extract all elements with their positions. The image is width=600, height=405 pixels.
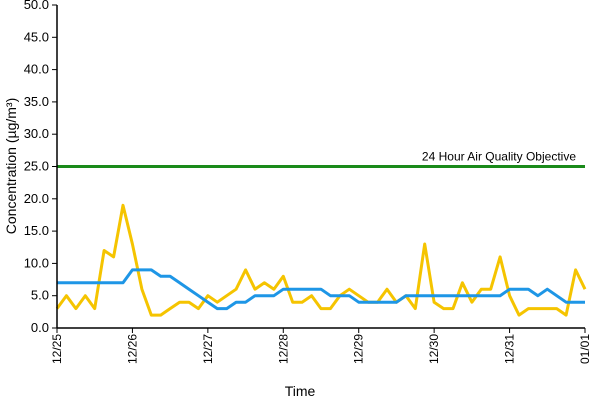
- y-axis-label: Concentration (µg/m³): [3, 98, 19, 234]
- x-tick-label: 12/28: [276, 334, 290, 364]
- y-tick-label: 35.0: [24, 94, 49, 109]
- x-axis-label: Time: [285, 383, 316, 399]
- x-tick-label: 12/27: [201, 334, 215, 364]
- y-tick-label: 40.0: [24, 62, 49, 77]
- y-tick-label: 30.0: [24, 126, 49, 141]
- series-line-2: [57, 268, 585, 311]
- x-tick-label: 12/29: [352, 334, 366, 364]
- y-tick-label: 20.0: [24, 191, 49, 206]
- y-tick-label: 25.0: [24, 159, 49, 174]
- y-tick-label: 5.0: [31, 288, 49, 303]
- y-tick-label: 15.0: [24, 223, 49, 238]
- x-tick-label: 12/31: [503, 334, 517, 364]
- x-tick-label: 12/26: [125, 334, 139, 364]
- y-tick-label: 45.0: [24, 29, 49, 44]
- x-tick-label: 12/25: [50, 334, 64, 364]
- x-tick-label: 12/30: [427, 334, 441, 364]
- y-tick-label: 50.0: [24, 0, 49, 12]
- series-line-1: [55, 203, 587, 317]
- y-tick-label: 0.0: [31, 320, 49, 335]
- objective-label: 24 Hour Air Quality Objective: [422, 150, 576, 164]
- x-tick-label: 01/01: [578, 334, 592, 364]
- y-tick-label: 10.0: [24, 255, 49, 270]
